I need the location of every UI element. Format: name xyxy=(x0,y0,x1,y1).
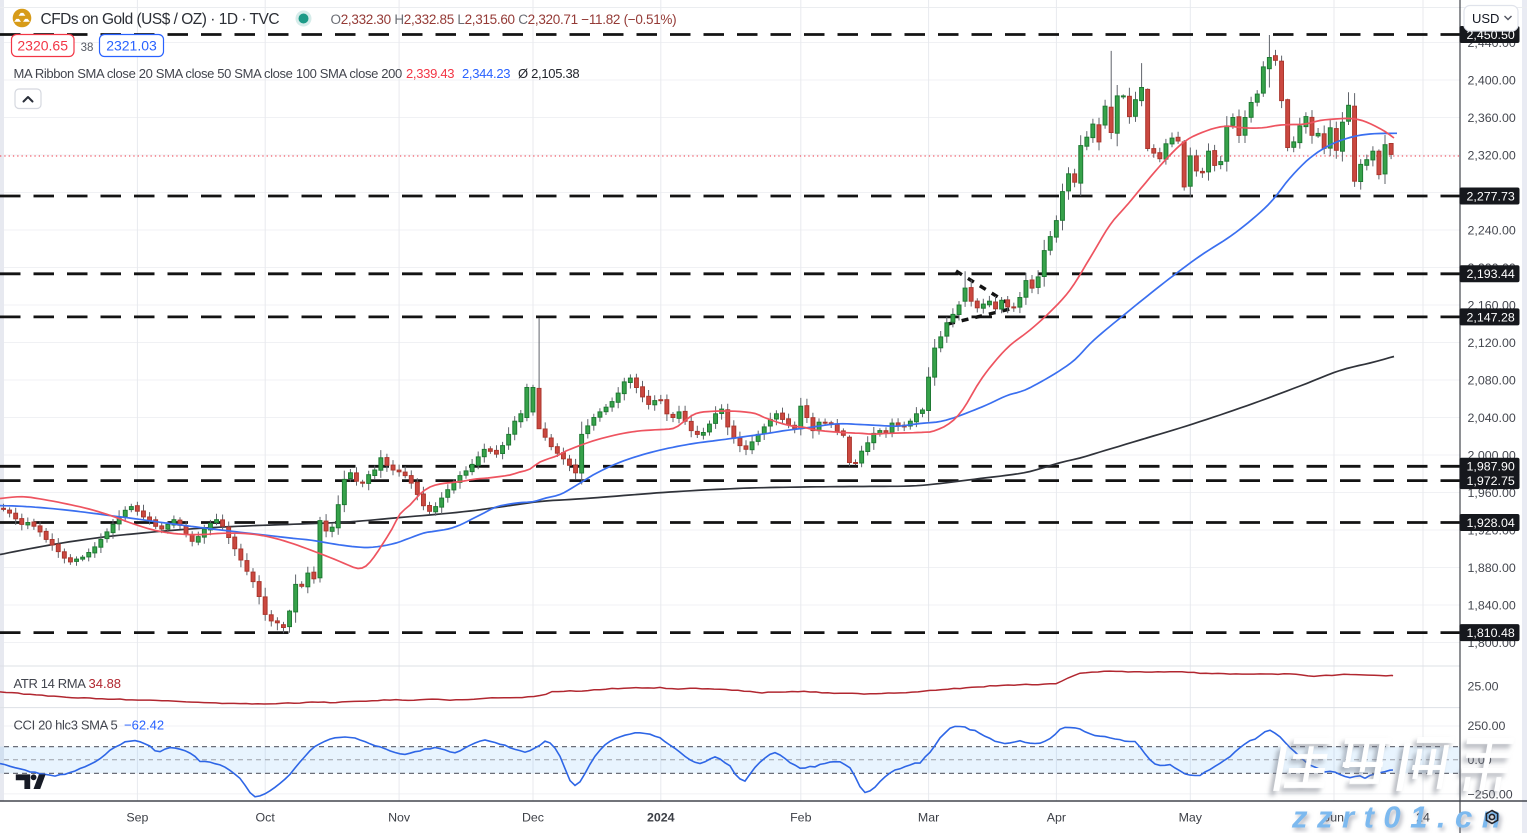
svg-text:Ø 2,105.38: Ø 2,105.38 xyxy=(518,66,579,81)
svg-text:2,240.00: 2,240.00 xyxy=(1468,223,1516,237)
svg-text:1,840.00: 1,840.00 xyxy=(1468,598,1516,612)
svg-text:2024: 2024 xyxy=(647,811,675,825)
svg-text:Nov: Nov xyxy=(388,811,411,825)
svg-text:USD: USD xyxy=(1472,11,1499,26)
svg-text:−250.00: −250.00 xyxy=(1468,787,1513,801)
svg-text:1,880.00: 1,880.00 xyxy=(1468,561,1516,575)
svg-text:25.00: 25.00 xyxy=(1468,679,1499,693)
svg-text:Mar: Mar xyxy=(918,811,939,825)
svg-text:38: 38 xyxy=(81,42,94,54)
svg-text:2,080.00: 2,080.00 xyxy=(1468,373,1516,387)
svg-text:2,320.00: 2,320.00 xyxy=(1468,148,1516,162)
svg-text:Sep: Sep xyxy=(126,811,148,825)
svg-text:1,810.48: 1,810.48 xyxy=(1467,626,1515,640)
svg-text:Oct: Oct xyxy=(256,811,276,825)
svg-text:May: May xyxy=(1179,811,1203,825)
svg-text:Jun: Jun xyxy=(1324,811,1344,825)
svg-text:2,400.00: 2,400.00 xyxy=(1468,73,1516,87)
svg-text:24: 24 xyxy=(1416,811,1430,825)
svg-text:2,147.28: 2,147.28 xyxy=(1467,310,1515,324)
svg-text:2320.65: 2320.65 xyxy=(17,37,68,53)
svg-text:ATR 14 RMA: ATR 14 RMA xyxy=(14,676,87,691)
svg-text:2,193.44: 2,193.44 xyxy=(1467,267,1515,281)
svg-text:O2,332.30 H2,332.85 L2,315.60: O2,332.30 H2,332.85 L2,315.60 C2,320.71 … xyxy=(331,12,677,27)
svg-text:1,960.00: 1,960.00 xyxy=(1468,486,1516,500)
svg-text:CCI 20 hlc3 SMA 5: CCI 20 hlc3 SMA 5 xyxy=(14,718,118,733)
svg-text:2,344.23: 2,344.23 xyxy=(462,66,510,81)
svg-text:Feb: Feb xyxy=(790,811,811,825)
svg-text:1,928.04: 1,928.04 xyxy=(1467,516,1515,530)
svg-text:Apr: Apr xyxy=(1047,811,1066,825)
svg-text:zzrt01.cn: zzrt01.cn xyxy=(1291,800,1510,833)
svg-text:2,040.00: 2,040.00 xyxy=(1468,411,1516,425)
svg-text:MA Ribbon SMA close 20 SMA clo: MA Ribbon SMA close 20 SMA close 50 SMA … xyxy=(14,66,403,81)
svg-text:1,987.90: 1,987.90 xyxy=(1467,460,1515,474)
svg-text:2,120.00: 2,120.00 xyxy=(1468,336,1516,350)
svg-text:2,339.43: 2,339.43 xyxy=(406,66,454,81)
svg-text:250.00: 250.00 xyxy=(1468,719,1506,733)
svg-text:1,972.75: 1,972.75 xyxy=(1467,474,1515,488)
svg-text:−62.42: −62.42 xyxy=(124,718,164,733)
svg-text:2,277.73: 2,277.73 xyxy=(1467,189,1515,203)
svg-text:Dec: Dec xyxy=(522,811,544,825)
svg-text:2321.03: 2321.03 xyxy=(106,37,157,53)
svg-text:34.88: 34.88 xyxy=(89,676,122,691)
svg-text:CFDs on Gold (US$ / OZ) · 1D ·: CFDs on Gold (US$ / OZ) · 1D · TVC xyxy=(41,11,280,28)
svg-text:2,360.00: 2,360.00 xyxy=(1468,111,1516,125)
